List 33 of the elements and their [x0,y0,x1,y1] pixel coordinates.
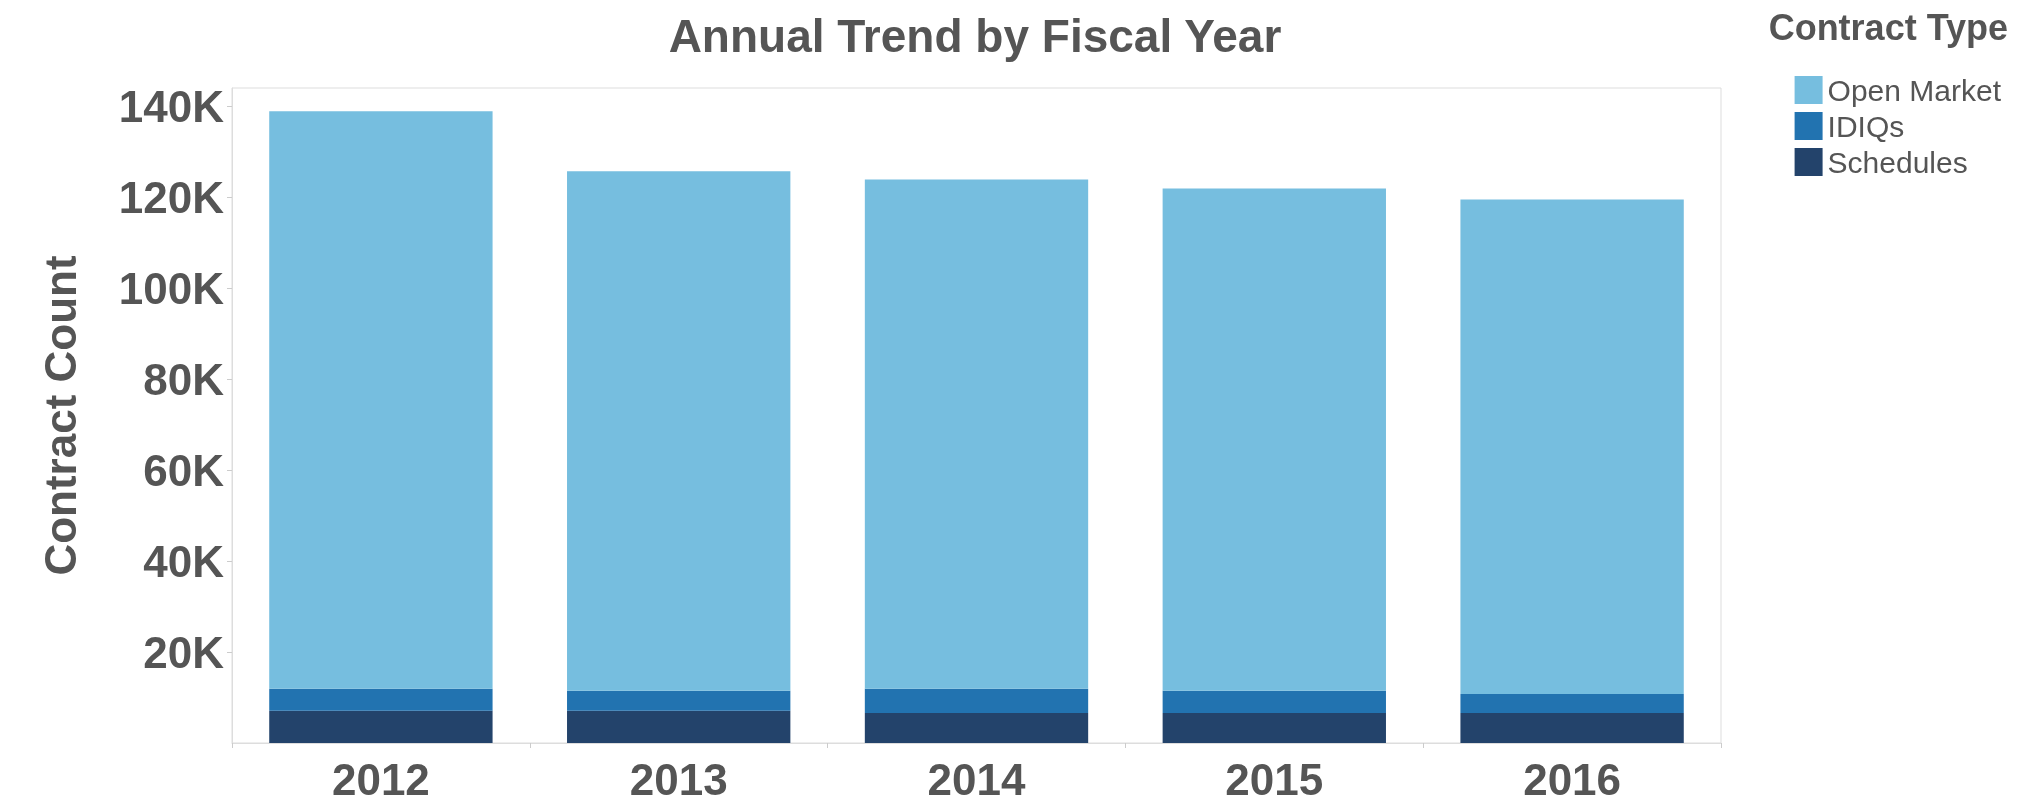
x-tick-label: 2016 [1523,754,1622,804]
bar [567,171,791,691]
bar [1460,712,1684,743]
bar [1460,199,1684,694]
y-tick-label: 100K [118,263,225,313]
legend-title: Contract Type [1768,6,2009,48]
y-tick-label: 140K [118,81,225,131]
legend-label: Schedules [1827,145,1968,179]
y-tick-label: 120K [118,172,225,222]
x-tick-label: 2012 [331,754,430,804]
y-tick-label: 80K [143,354,225,404]
bar [1162,188,1386,691]
bar [864,179,1089,689]
y-tick-label: 40K [143,536,225,586]
bar [567,710,791,743]
y-tick-label: 60K [143,445,225,495]
x-tick-label: 2015 [1225,754,1324,804]
x-tick-label: 2013 [629,754,728,804]
y-tick-label: 20K [143,627,225,677]
legend-label: Open Market [1827,73,2002,107]
x-tick-label: 2014 [927,754,1026,804]
bar [567,690,791,711]
bar [1162,690,1386,713]
bar [864,688,1089,713]
bar [1162,712,1386,743]
bar [1460,693,1684,713]
bar [269,710,493,743]
legend-label: IDIQs [1827,109,1905,143]
y-axis-title: Contract Count [35,255,85,576]
bar [864,712,1089,743]
bar [269,111,493,689]
chart-title: Annual Trend by Fiscal Year [668,10,1282,62]
bar [269,688,493,711]
